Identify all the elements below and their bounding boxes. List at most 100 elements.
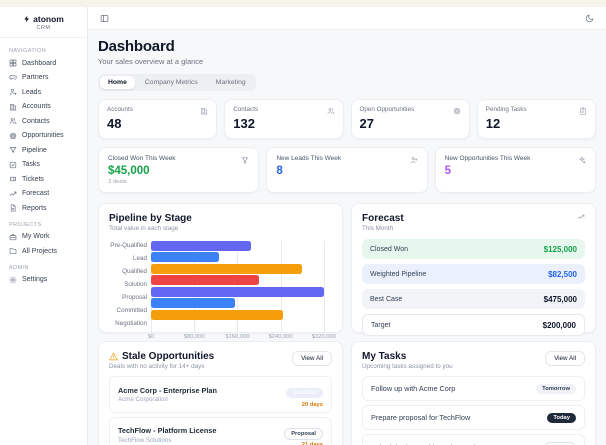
dashboard-content: Dashboard Your sales overview at a glanc… (88, 30, 606, 445)
theme-toggle-button[interactable] (583, 12, 596, 25)
opportunity-name: TechFlow - Platform License (118, 426, 217, 435)
trending-up-icon (9, 191, 17, 196)
task-list-item[interactable]: Follow up with Acme Corp Tomorrow (362, 376, 585, 401)
chart-x-tick-label: $0 (147, 333, 155, 340)
pipeline-card: Pipeline by Stage Total value in each st… (98, 203, 343, 340)
tab-company-metrics[interactable]: Company Metrics (137, 76, 206, 89)
sidebar-item-label: Forecast (22, 190, 50, 198)
stale-item-info: Acme Corp - Enterprise Plan Acme Corporat… (118, 386, 217, 404)
forecast-row-target: Target $200,000 (362, 314, 585, 336)
task-list-item[interactable]: Prepare proposal for TechFlow Today (362, 405, 585, 430)
forecast-row-value: $82,500 (548, 269, 577, 279)
sidebar-item-label: Settings (22, 276, 48, 284)
sidebar-item-label: Tasks (22, 161, 40, 169)
stat-label: Pending Tasks (485, 106, 527, 113)
user-arrow-icon (9, 89, 17, 96)
sidebar-item-opportunities[interactable]: Opportunities (0, 129, 87, 144)
ticket-icon (10, 177, 16, 182)
stale-list: Acme Corp - Enterprise Plan Acme Corporat… (109, 376, 332, 445)
logo: atonom CRM (0, 7, 87, 38)
trophy-icon (242, 157, 249, 164)
tab-home[interactable]: Home (100, 76, 135, 89)
week-value: 8 (276, 165, 283, 177)
forecast-row-value: $125,000 (543, 244, 577, 254)
sidebar-item-label: Partners (22, 74, 49, 82)
sidebar-item-accounts[interactable]: Accounts (0, 100, 87, 115)
stat-label: Open Opportunities (359, 106, 415, 113)
sidebar-item-label: Contacts (22, 117, 50, 125)
stat-label: Accounts (107, 106, 133, 113)
stat-value: 132 (233, 116, 255, 131)
sidebar-item-label: All Projects (22, 247, 58, 255)
sidebar-item-contacts[interactable]: Contacts (0, 114, 87, 129)
stale-list-item[interactable]: Acme Corp - Enterprise Plan Acme Corporat… (109, 376, 332, 413)
sidebar-item-label: Leads (22, 88, 42, 96)
chart-bar-pre-qualified (151, 240, 251, 251)
task-list-item[interactable]: Schedule demo with Horizon Labs Feb 25 (362, 434, 585, 445)
forecast-subtitle: This Month (362, 225, 394, 232)
clipboard-icon (580, 107, 586, 115)
stale-view-all-button[interactable]: View All (292, 351, 332, 366)
sidebar-section-label: Navigation (9, 48, 47, 54)
pipeline-chart: Pre-Qualified Lead Qualified Solution Propos… (109, 239, 336, 343)
chart-y-tick-label: Proposal (122, 294, 147, 301)
sidebar-item-settings[interactable]: Settings (0, 273, 87, 288)
bolt-icon (24, 15, 30, 23)
briefcase-icon (9, 233, 17, 240)
chart-y-tick-label: Committed (116, 307, 147, 314)
sidebar-section-label: Projects (9, 221, 42, 228)
chart-y-tick-label: Negotiation (115, 320, 147, 327)
chart-x-tick-label: $320,000 (311, 333, 336, 340)
forecast-title: Forecast (362, 213, 404, 224)
stale-subtitle: Deals with no activity for 14+ days (109, 363, 205, 370)
sidebar: atonom CRM Navigation Dashboard Partners Le… (0, 7, 88, 445)
sidebar-item-partners[interactable]: Partners (0, 71, 87, 86)
sidebar-item-dashboard[interactable]: Dashboard (0, 56, 87, 71)
target-icon (9, 132, 17, 139)
check-square-icon (9, 161, 17, 168)
sidebar-item-reports[interactable]: Reports (0, 201, 87, 216)
week-value: $45,000 (108, 165, 150, 177)
task-title: Prepare proposal for TechFlow (371, 413, 471, 422)
sidebar-item-my-work[interactable]: My Work (0, 230, 87, 245)
stale-list-item[interactable]: TechFlow - Platform License TechFlow Solu… (109, 416, 332, 445)
my-tasks-card: My Tasks Upcoming tasks assigned to you … (351, 341, 596, 445)
tasks-view-all-button[interactable]: View All (545, 351, 585, 366)
page-title: Dashboard (98, 38, 175, 55)
due-badge: Today (547, 412, 576, 423)
chart-bar-committed (151, 298, 235, 308)
users-icon (327, 108, 334, 115)
funnel-icon (9, 147, 17, 153)
due-badge: Feb 25 (543, 441, 576, 445)
chart-bar-proposal (151, 286, 324, 297)
forecast-row-label: Closed Won (370, 245, 409, 253)
file-icon (10, 204, 16, 212)
users-icon (9, 118, 17, 125)
stat-label: Contacts (233, 106, 259, 113)
panel-left-icon (100, 14, 109, 22)
sidebar-item-tickets[interactable]: Tickets (0, 172, 87, 187)
forecast-row-label: Weighted Pipeline (370, 270, 427, 278)
stats-row: Accounts 48 Contacts 132 Open Opportunities 2… (98, 99, 596, 139)
stat-card-pending-tasks: Pending Tasks 12 (476, 99, 596, 139)
sidebar-item-label: Tickets (22, 175, 44, 183)
target-icon (453, 107, 460, 115)
forecast-row-value: $200,000 (542, 320, 576, 330)
week-value: 5 (444, 165, 452, 177)
pipeline-title: Pipeline by Stage (109, 213, 192, 224)
week-sublabel: 3 deals (108, 179, 127, 185)
week-card-new-leads-this-week: New Leads This Week 8 (266, 147, 428, 193)
sidebar-item-all-projects[interactable]: All Projects (0, 244, 87, 259)
chart-gridline (151, 240, 152, 332)
tab-marketing[interactable]: Marketing (208, 76, 254, 89)
chart-x-axis: $0 $80,000 $160,000 $240,000 $320,000 (147, 333, 336, 343)
building-icon (10, 103, 17, 111)
sidebar-item-pipeline[interactable]: Pipeline (0, 143, 87, 158)
lists-row: Stale Opportunities Deals with no activi… (98, 341, 596, 445)
opportunity-company: Acme Corporation (118, 396, 168, 403)
week-stats-row: Closed Won This Week $45,000 3 deals New Le… (98, 147, 596, 193)
sidebar-item-forecast[interactable]: Forecast (0, 187, 87, 202)
sidebar-item-leads[interactable]: Leads (0, 85, 87, 100)
sidebar-toggle-button[interactable] (98, 12, 111, 25)
sidebar-item-tasks[interactable]: Tasks (0, 158, 87, 173)
